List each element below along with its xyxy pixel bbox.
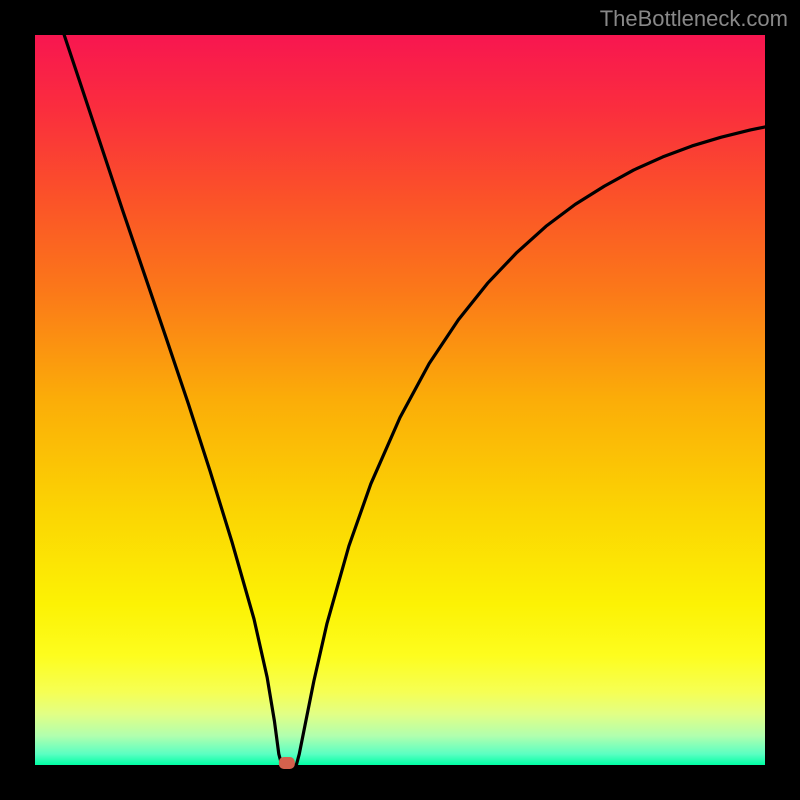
watermark-text: TheBottleneck.com [600, 6, 788, 32]
gradient-background [35, 35, 765, 765]
bottleneck-chart [0, 0, 800, 800]
optimum-marker [279, 757, 295, 769]
